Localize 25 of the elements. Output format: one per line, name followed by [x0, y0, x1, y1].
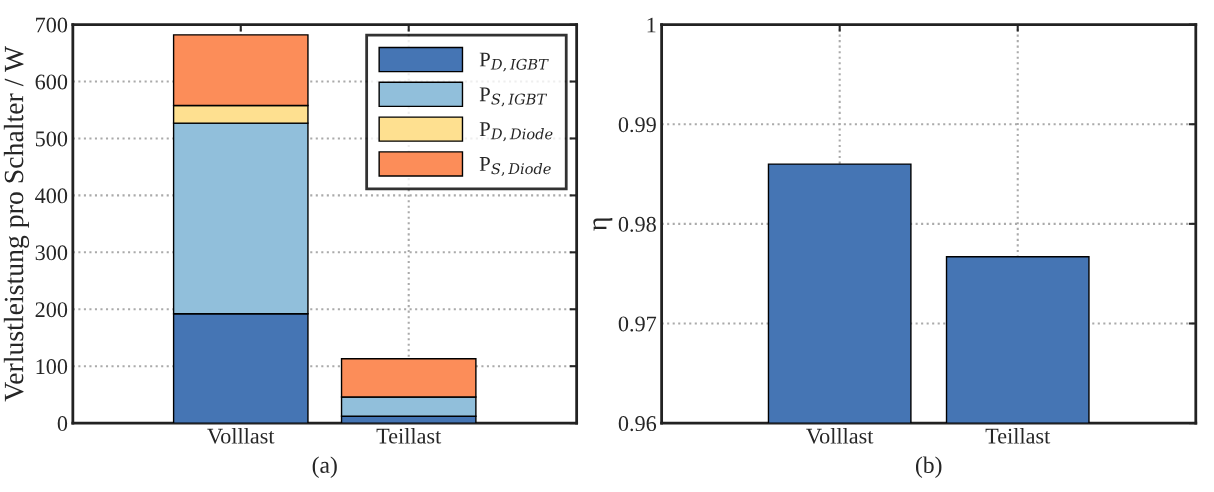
y-axis-title: η: [593, 218, 613, 231]
x-tick-label: Teillast: [376, 427, 442, 444]
y-tick-label: 200: [35, 302, 68, 318]
y-tick-label: 700: [36, 17, 68, 33]
y-tick-label: 0.99: [618, 117, 656, 133]
x-axis-title: (b): [915, 456, 942, 478]
y-tick-label: 1: [647, 17, 656, 33]
y-tick-label: 0: [57, 416, 68, 432]
legend-label: P$_{D,IGBT}$: [479, 52, 549, 72]
x-tick-label: Volllast: [806, 427, 874, 444]
y-tick-label: 100: [36, 359, 68, 375]
legend-label: P$_{S,IGBT}$: [479, 87, 548, 107]
y-tick-label: 0.98: [618, 216, 656, 232]
y-tick-label: 500: [35, 131, 68, 147]
x-tick-label: Volllast: [207, 427, 275, 444]
legend-label: P$_{S,Diode}$: [479, 157, 551, 176]
y-axis-title: Verlustleistung pro Schalter / W: [3, 45, 30, 402]
legend-label: P$_{D,Diode}$: [479, 122, 553, 142]
y-tick-label: 400: [35, 188, 68, 204]
y-tick-label: 0.97: [618, 316, 657, 332]
y-tick-label: 600: [35, 74, 68, 90]
x-axis-title: (a): [312, 456, 337, 478]
y-tick-label: 0.96: [618, 416, 657, 432]
y-tick-label: 300: [35, 245, 68, 261]
x-tick-label: Teillast: [985, 427, 1051, 444]
